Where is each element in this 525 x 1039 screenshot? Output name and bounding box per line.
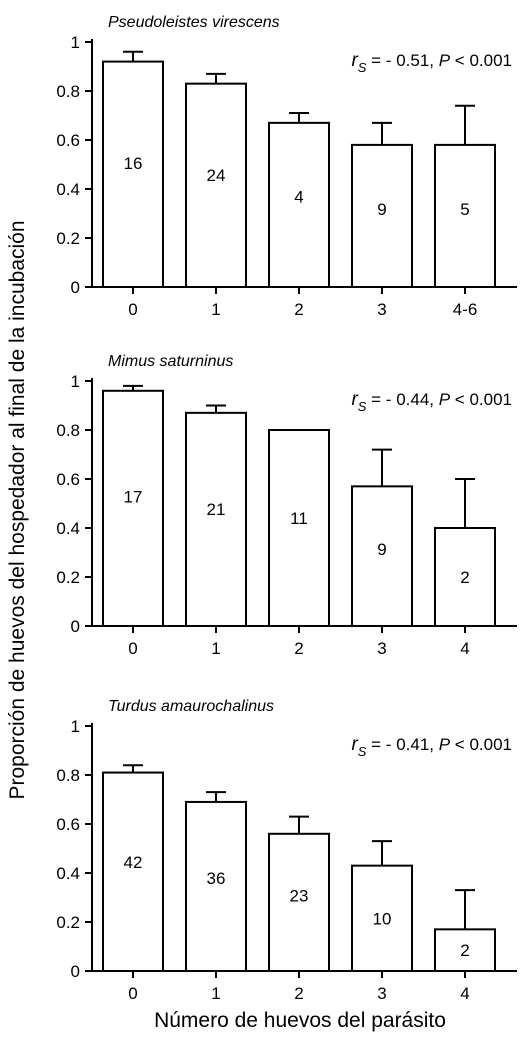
bar [434, 143, 496, 288]
stat-symbol: r [351, 734, 358, 755]
bar [268, 832, 330, 972]
y-tick-label: 1 [71, 372, 80, 391]
x-axis-label: Número de huevos del parásito [154, 1009, 446, 1032]
sample-size-label: 2 [460, 941, 469, 960]
stat-annotation: rS = - 0.51, P < 0.001 [351, 50, 512, 75]
y-tick-label: 0.2 [56, 913, 80, 932]
sample-size-label: 42 [124, 853, 143, 872]
y-tick-label: 0.4 [56, 519, 80, 538]
sample-size-label: 9 [377, 200, 386, 219]
x-tick-label: 1 [211, 984, 220, 1003]
x-tick-label: 1 [211, 300, 220, 319]
x-tick-label: 0 [128, 300, 137, 319]
x-tick-label: 2 [294, 639, 303, 658]
x-tick-label: 0 [128, 984, 137, 1003]
bar [102, 771, 164, 972]
sample-size-label: 16 [124, 154, 143, 173]
chart-title: Mimus saturninus [108, 353, 233, 370]
sample-size-label: 4 [294, 188, 303, 207]
sample-size-label: 11 [290, 509, 308, 528]
bar [268, 429, 330, 627]
y-tick-label: 0 [71, 278, 80, 297]
bar [102, 60, 164, 288]
bar [185, 800, 247, 973]
x-tick-label: 4 [460, 639, 469, 658]
stat-symbol: r [351, 50, 358, 71]
sample-size-label: 5 [460, 200, 469, 219]
chart-panel-1: Pseudoleistes virescens rS = - 0.51, P < … [56, 14, 517, 319]
sample-size-label: 2 [460, 568, 469, 587]
y-tick-label: 1 [71, 717, 80, 736]
y-tick-label: 0.4 [56, 180, 80, 199]
bar [351, 864, 413, 973]
bar [434, 527, 496, 627]
y-tick-label: 0.6 [56, 815, 80, 834]
x-tick-label: 4 [460, 984, 469, 1003]
stat-p-symbol: P [439, 51, 451, 70]
x-tick-label: 2 [294, 300, 303, 319]
y-tick-label: 1 [71, 33, 80, 52]
bar [185, 411, 247, 627]
sample-size-label: 36 [207, 869, 226, 888]
sample-size-label: 10 [373, 909, 392, 928]
sample-size-label: 23 [290, 887, 309, 906]
x-tick-label: 3 [377, 639, 386, 658]
x-tick-label: 4-6 [453, 300, 478, 319]
x-tick-label: 3 [377, 984, 386, 1003]
y-tick-label: 0.8 [56, 82, 80, 101]
sample-size-label: 21 [207, 500, 226, 519]
chart-panel-2: Mimus saturninus rS = - 0.44, P < 0.001 0 0… [56, 353, 517, 658]
y-tick-label: 0 [71, 962, 80, 981]
stat-subscript: S [358, 399, 367, 414]
bar [102, 389, 164, 627]
y-tick-label: 0.2 [56, 568, 80, 587]
sample-size-label: 9 [377, 540, 386, 559]
chart-title: Turdus amaurochalinus [108, 698, 274, 715]
stat-annotation: rS = - 0.44, P < 0.001 [351, 389, 512, 414]
sample-size-label: 17 [124, 488, 143, 507]
y-tick-label: 0.6 [56, 470, 80, 489]
stat-annotation: rS = - 0.41, P < 0.001 [351, 734, 512, 759]
x-tick-label: 0 [128, 639, 137, 658]
stat-rho: = - 0.51, [366, 51, 438, 70]
stat-p-value: < 0.001 [450, 51, 512, 70]
sample-size-label: 24 [207, 166, 226, 185]
y-tick-label: 0.2 [56, 229, 80, 248]
stat-rho: = - 0.41, [366, 735, 438, 754]
y-tick-label: 0.8 [56, 421, 80, 440]
bar [351, 143, 413, 288]
y-tick-label: 0.4 [56, 864, 80, 883]
x-tick-label: 1 [211, 639, 220, 658]
stat-subscript: S [358, 60, 367, 75]
y-tick-label: 0.8 [56, 766, 80, 785]
stat-p-symbol: P [439, 390, 451, 409]
y-tick-label: 0 [71, 617, 80, 636]
stat-p-value: < 0.001 [450, 390, 512, 409]
chart-panel-3: Turdus amaurochalinus rS = - 0.41, P < 0.… [56, 698, 517, 1003]
x-tick-label: 3 [377, 300, 386, 319]
stat-rho: = - 0.44, [366, 390, 438, 409]
stat-p-value: < 0.001 [450, 735, 512, 754]
y-tick-label: 0.6 [56, 131, 80, 150]
stat-symbol: r [351, 389, 358, 410]
stat-p-symbol: P [439, 735, 451, 754]
chart-title: Pseudoleistes virescens [108, 14, 280, 31]
bar [185, 82, 247, 289]
y-axis-label: Proporción de huevos del hospedador al f… [6, 220, 29, 799]
x-tick-label: 2 [294, 984, 303, 1003]
stat-subscript: S [358, 744, 367, 759]
